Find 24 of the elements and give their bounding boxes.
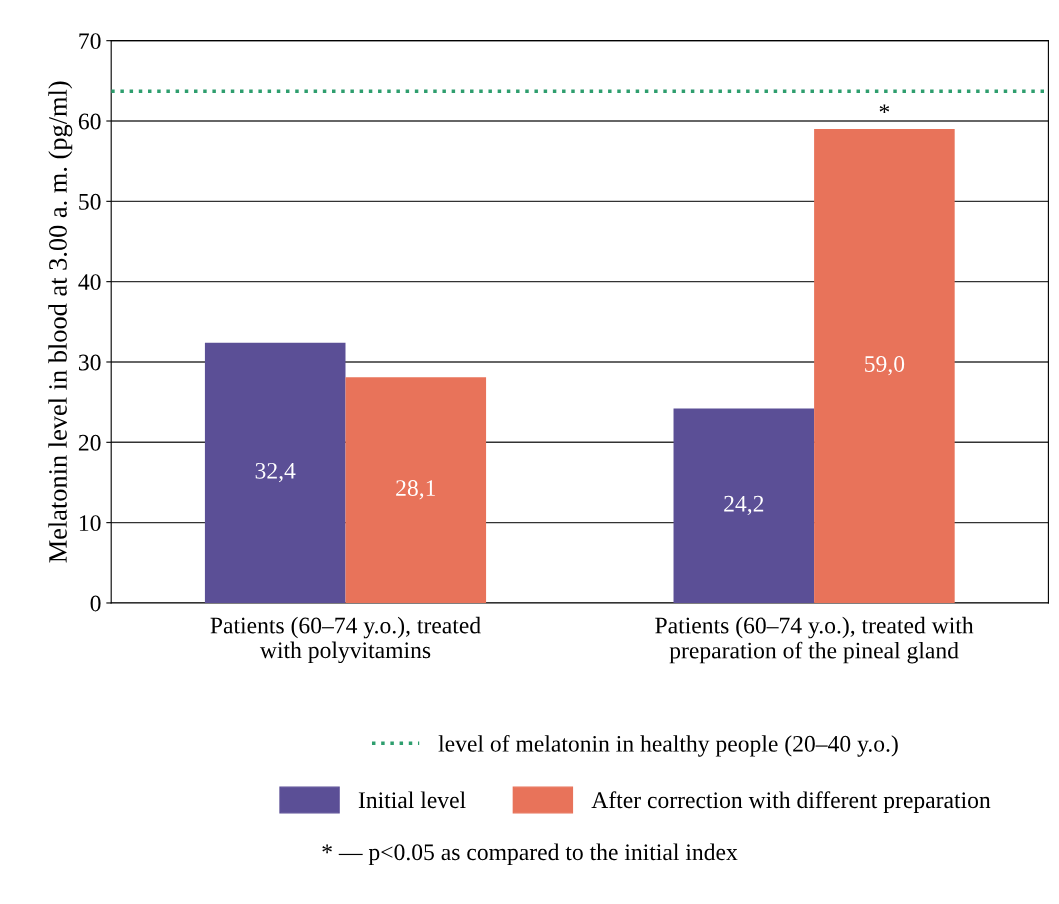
y-tick-label: 70 xyxy=(79,33,101,50)
x-tick-label: Patients (60–74 y.o.), treated with preparation of the pineal gland xyxy=(655,616,974,664)
bar xyxy=(345,377,487,603)
legend-label: level of melatonin in healthy people (20–40 y.o.) xyxy=(438,734,898,757)
y-tick-label: 50 xyxy=(79,193,101,210)
bar xyxy=(673,408,815,603)
data-label: 28,1 xyxy=(396,480,436,500)
data-label: 24,2 xyxy=(724,495,764,516)
y-tick-label: 30 xyxy=(78,354,101,371)
y-tick-label: 10 xyxy=(79,515,101,532)
legend-label: After correction with different preparation xyxy=(591,791,991,813)
y-tick-label: 0 xyxy=(90,595,101,612)
y-tick-label: 40 xyxy=(78,274,101,291)
annotation: * xyxy=(879,104,890,114)
y-tick-label: 20 xyxy=(78,434,101,451)
bar xyxy=(204,342,346,603)
data-label: 32,4 xyxy=(255,462,296,483)
y-tick-label: 60 xyxy=(78,113,101,130)
legend-label: Initial level xyxy=(358,791,466,809)
x-tick-label: Patients (60–74 y.o.), treated with polyvitamins xyxy=(210,616,481,664)
y-axis-title: Melatonin level in blood at 3.00 a. m. (pg/ml) xyxy=(48,81,73,563)
data-label: 59,0 xyxy=(865,355,905,376)
bar xyxy=(814,129,955,603)
text: * — p<0.05 as compared to the initial index xyxy=(322,843,738,865)
